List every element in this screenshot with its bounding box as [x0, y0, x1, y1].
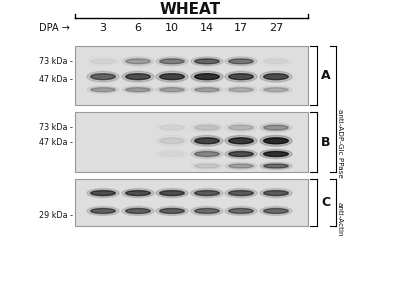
Ellipse shape	[122, 188, 154, 198]
Text: WHEAT: WHEAT	[160, 1, 220, 16]
Text: anti-Actin: anti-Actin	[337, 203, 343, 237]
Ellipse shape	[195, 164, 219, 168]
Ellipse shape	[156, 86, 188, 93]
Ellipse shape	[126, 59, 150, 64]
Ellipse shape	[160, 59, 184, 64]
Ellipse shape	[229, 74, 253, 80]
Ellipse shape	[160, 190, 184, 196]
Ellipse shape	[122, 57, 154, 66]
Ellipse shape	[195, 125, 219, 130]
Ellipse shape	[191, 188, 223, 198]
Ellipse shape	[91, 74, 115, 80]
Ellipse shape	[195, 74, 219, 80]
Ellipse shape	[225, 57, 257, 66]
Ellipse shape	[122, 86, 154, 93]
Ellipse shape	[260, 188, 292, 198]
Text: 6: 6	[134, 23, 142, 33]
Ellipse shape	[126, 88, 150, 92]
Ellipse shape	[264, 190, 288, 196]
Ellipse shape	[160, 138, 184, 144]
Ellipse shape	[229, 125, 253, 130]
Ellipse shape	[260, 207, 292, 215]
Ellipse shape	[260, 71, 292, 82]
Ellipse shape	[260, 123, 292, 132]
Ellipse shape	[229, 151, 253, 156]
Ellipse shape	[229, 138, 253, 144]
Ellipse shape	[195, 190, 219, 196]
Ellipse shape	[260, 162, 292, 170]
Text: 27: 27	[269, 23, 283, 33]
Ellipse shape	[160, 209, 184, 213]
Ellipse shape	[264, 151, 288, 156]
Ellipse shape	[195, 151, 219, 156]
Ellipse shape	[264, 88, 288, 92]
Ellipse shape	[91, 88, 115, 92]
Ellipse shape	[156, 188, 188, 198]
Ellipse shape	[156, 207, 188, 215]
Ellipse shape	[229, 190, 253, 196]
Ellipse shape	[225, 207, 257, 215]
Text: 3: 3	[100, 23, 106, 33]
Ellipse shape	[156, 71, 188, 82]
Text: 47 kDa -: 47 kDa -	[39, 75, 73, 84]
Ellipse shape	[126, 190, 150, 196]
Ellipse shape	[160, 74, 184, 80]
Ellipse shape	[260, 135, 292, 146]
Ellipse shape	[191, 135, 223, 146]
Text: 47 kDa -: 47 kDa -	[39, 138, 73, 147]
Text: 73 kDa -: 73 kDa -	[39, 57, 73, 66]
Ellipse shape	[191, 149, 223, 158]
Ellipse shape	[225, 71, 257, 82]
Text: anti-ADP-Glc PPase: anti-ADP-Glc PPase	[337, 109, 343, 178]
Ellipse shape	[160, 88, 184, 92]
Ellipse shape	[126, 74, 150, 80]
Ellipse shape	[191, 57, 223, 66]
Ellipse shape	[191, 207, 223, 215]
Bar	[75, 179, 308, 226]
Text: A: A	[321, 69, 331, 82]
Text: 14: 14	[200, 23, 214, 33]
Text: B: B	[321, 136, 330, 149]
Text: 17: 17	[234, 23, 248, 33]
Ellipse shape	[91, 209, 115, 213]
Bar	[75, 46, 308, 105]
Ellipse shape	[195, 138, 219, 144]
Ellipse shape	[229, 59, 253, 64]
Ellipse shape	[229, 164, 253, 168]
Ellipse shape	[229, 88, 253, 92]
Ellipse shape	[264, 164, 288, 168]
Ellipse shape	[264, 125, 288, 130]
Ellipse shape	[264, 138, 288, 144]
Ellipse shape	[156, 57, 188, 66]
Ellipse shape	[260, 149, 292, 158]
Ellipse shape	[229, 209, 253, 213]
Ellipse shape	[191, 86, 223, 93]
Text: 73 kDa -: 73 kDa -	[39, 123, 73, 132]
Ellipse shape	[225, 162, 257, 170]
Ellipse shape	[87, 188, 119, 198]
Text: C: C	[321, 196, 330, 209]
Ellipse shape	[195, 88, 219, 92]
Ellipse shape	[225, 135, 257, 146]
Ellipse shape	[91, 190, 115, 196]
Bar	[75, 112, 308, 172]
Ellipse shape	[87, 207, 119, 215]
Ellipse shape	[87, 71, 119, 82]
Ellipse shape	[122, 71, 154, 82]
Ellipse shape	[225, 149, 257, 158]
Text: 29 kDa -: 29 kDa -	[39, 211, 73, 220]
Text: 10: 10	[165, 23, 179, 33]
Ellipse shape	[264, 209, 288, 213]
Ellipse shape	[122, 207, 154, 215]
Ellipse shape	[87, 86, 119, 93]
Ellipse shape	[195, 59, 219, 64]
Ellipse shape	[126, 209, 150, 213]
Ellipse shape	[225, 188, 257, 198]
Ellipse shape	[264, 74, 288, 80]
Ellipse shape	[191, 71, 223, 82]
Ellipse shape	[195, 209, 219, 213]
Text: DPA →: DPA →	[39, 23, 70, 33]
